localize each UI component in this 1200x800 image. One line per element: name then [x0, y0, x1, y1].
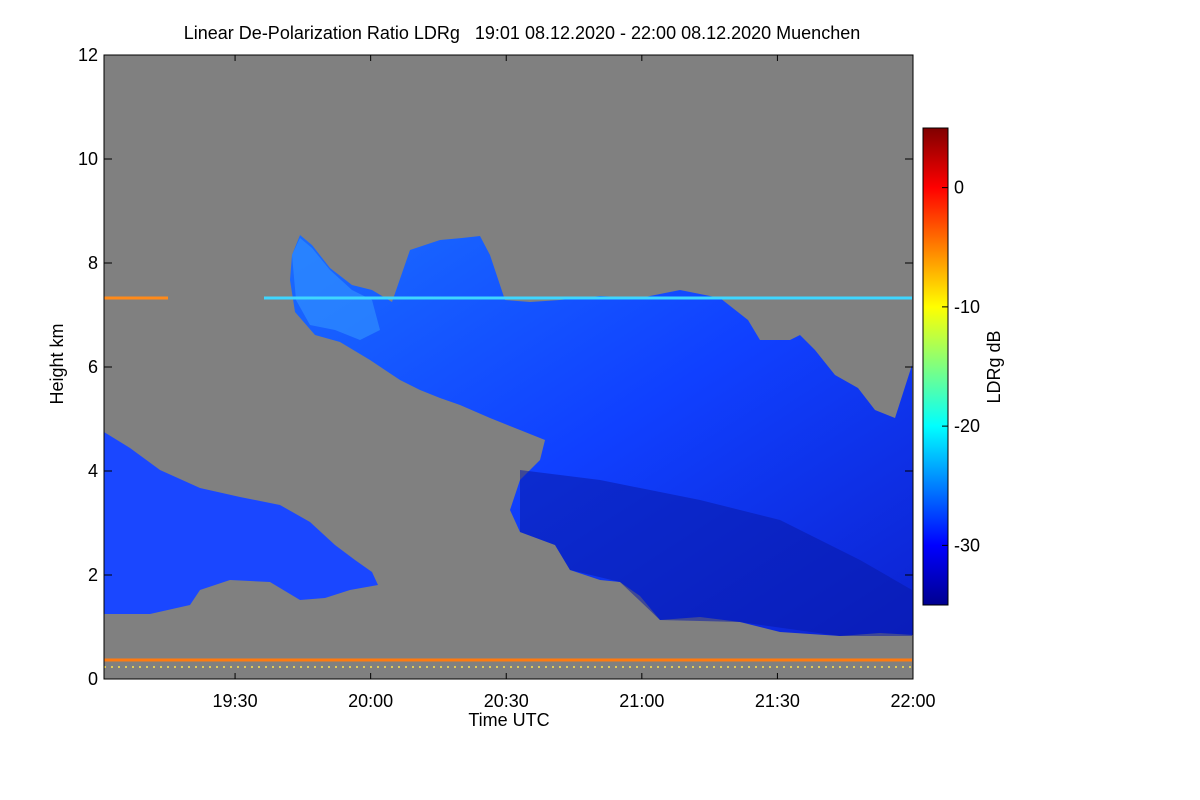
y-tick-label: 8	[88, 253, 98, 273]
colorbar-tick-label: -20	[954, 416, 980, 436]
colorbar-label: LDRg dB	[984, 330, 1004, 403]
region-streak-highlight	[292, 238, 380, 340]
y-tick-label: 10	[78, 149, 98, 169]
region-lower-cloud-layer	[104, 432, 378, 614]
x-tick-label: 22:00	[890, 691, 935, 711]
y-tick-label: 4	[88, 461, 98, 481]
y-axis: 0 2 4 6 8 10 12	[78, 45, 913, 689]
y-tick-label: 2	[88, 565, 98, 585]
chart-title: Linear De-Polarization Ratio LDRg 19:01 …	[184, 23, 860, 43]
x-tick-label: 21:00	[619, 691, 664, 711]
x-axis-title: Time UTC	[468, 710, 549, 730]
data-layer	[104, 235, 913, 668]
region-streak-core	[520, 470, 912, 636]
x-tick-label: 21:30	[755, 691, 800, 711]
x-tick-label: 20:00	[348, 691, 393, 711]
x-axis: 19:30 20:00 20:30 21:00 21:30 22:00	[213, 55, 936, 711]
colorbar	[922, 127, 949, 606]
colorbar-tick-label: 0	[954, 178, 964, 198]
colorbar-tick-label: -10	[954, 297, 980, 317]
colorbar-tick-label: -30	[954, 535, 980, 555]
y-tick-label: 6	[88, 357, 98, 377]
y-axis-title: Height km	[47, 323, 67, 404]
x-tick-label: 19:30	[213, 691, 258, 711]
y-tick-label: 12	[78, 45, 98, 65]
x-tick-label: 20:30	[484, 691, 529, 711]
colorbar-ticks: 0 -10 -20 -30	[942, 178, 980, 555]
y-tick-label: 0	[88, 669, 98, 689]
